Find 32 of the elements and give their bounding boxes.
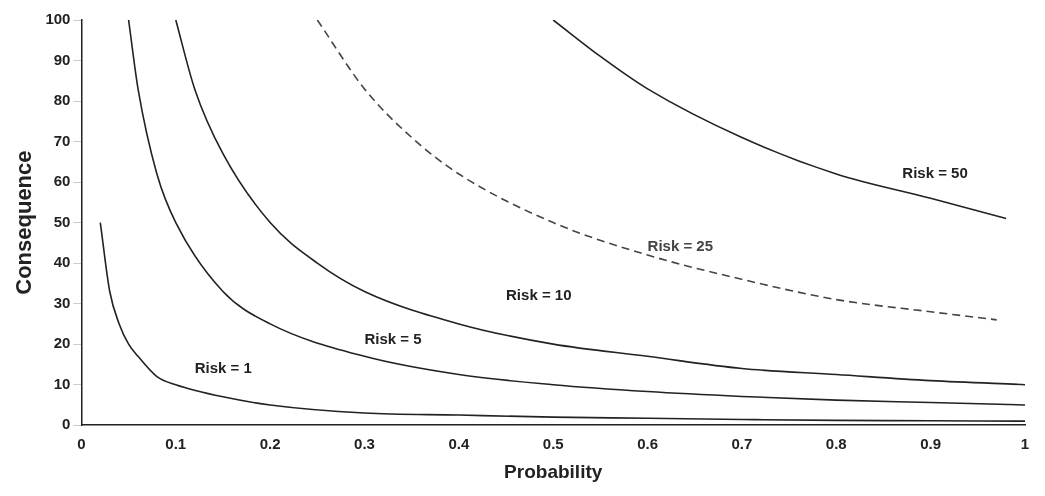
x-tick-label: 0.9 [920, 435, 942, 453]
x-tick-label: 0.7 [731, 435, 753, 453]
x-tick-label: 0.8 [825, 435, 847, 453]
y-tick-label: 0 [62, 415, 71, 433]
y-tick-label: 90 [53, 50, 71, 68]
y-tick-label: 80 [53, 91, 71, 109]
x-tick-label: 0.1 [165, 435, 187, 453]
series-label: Risk = 1 [194, 358, 252, 376]
line-series [552, 20, 1007, 220]
x-tick-label: 0.6 [637, 435, 658, 453]
x-axis-title: Probability [504, 460, 603, 482]
x-tick-label: 0.2 [259, 435, 281, 453]
y-tick-label: 20 [53, 334, 71, 352]
line-series [316, 20, 998, 321]
y-axis-title: Consequence [11, 150, 37, 295]
x-tick-label: 0 [77, 435, 86, 453]
text: Risk = 10 [506, 285, 572, 303]
y-tick-label: 50 [53, 212, 71, 230]
line-series [99, 221, 1025, 422]
y-tick-label: 70 [53, 131, 71, 149]
y-tick-label: 40 [53, 253, 71, 271]
series-label: Risk = 5 [364, 330, 422, 348]
y-tick-label: 60 [53, 172, 71, 190]
x-tick-label: 0.3 [354, 435, 375, 453]
series-label: Risk = 50 [902, 164, 968, 182]
x-tick-label: 0.4 [448, 435, 470, 453]
y-tick-label: 100 [45, 10, 71, 28]
series-label: Risk = 25 [647, 237, 714, 255]
x-tick-label: 1 [1020, 435, 1030, 453]
y-tick-label: 10 [53, 374, 71, 392]
y-tick-label: 30 [53, 293, 71, 311]
x-tick-label: 0.5 [542, 435, 564, 453]
